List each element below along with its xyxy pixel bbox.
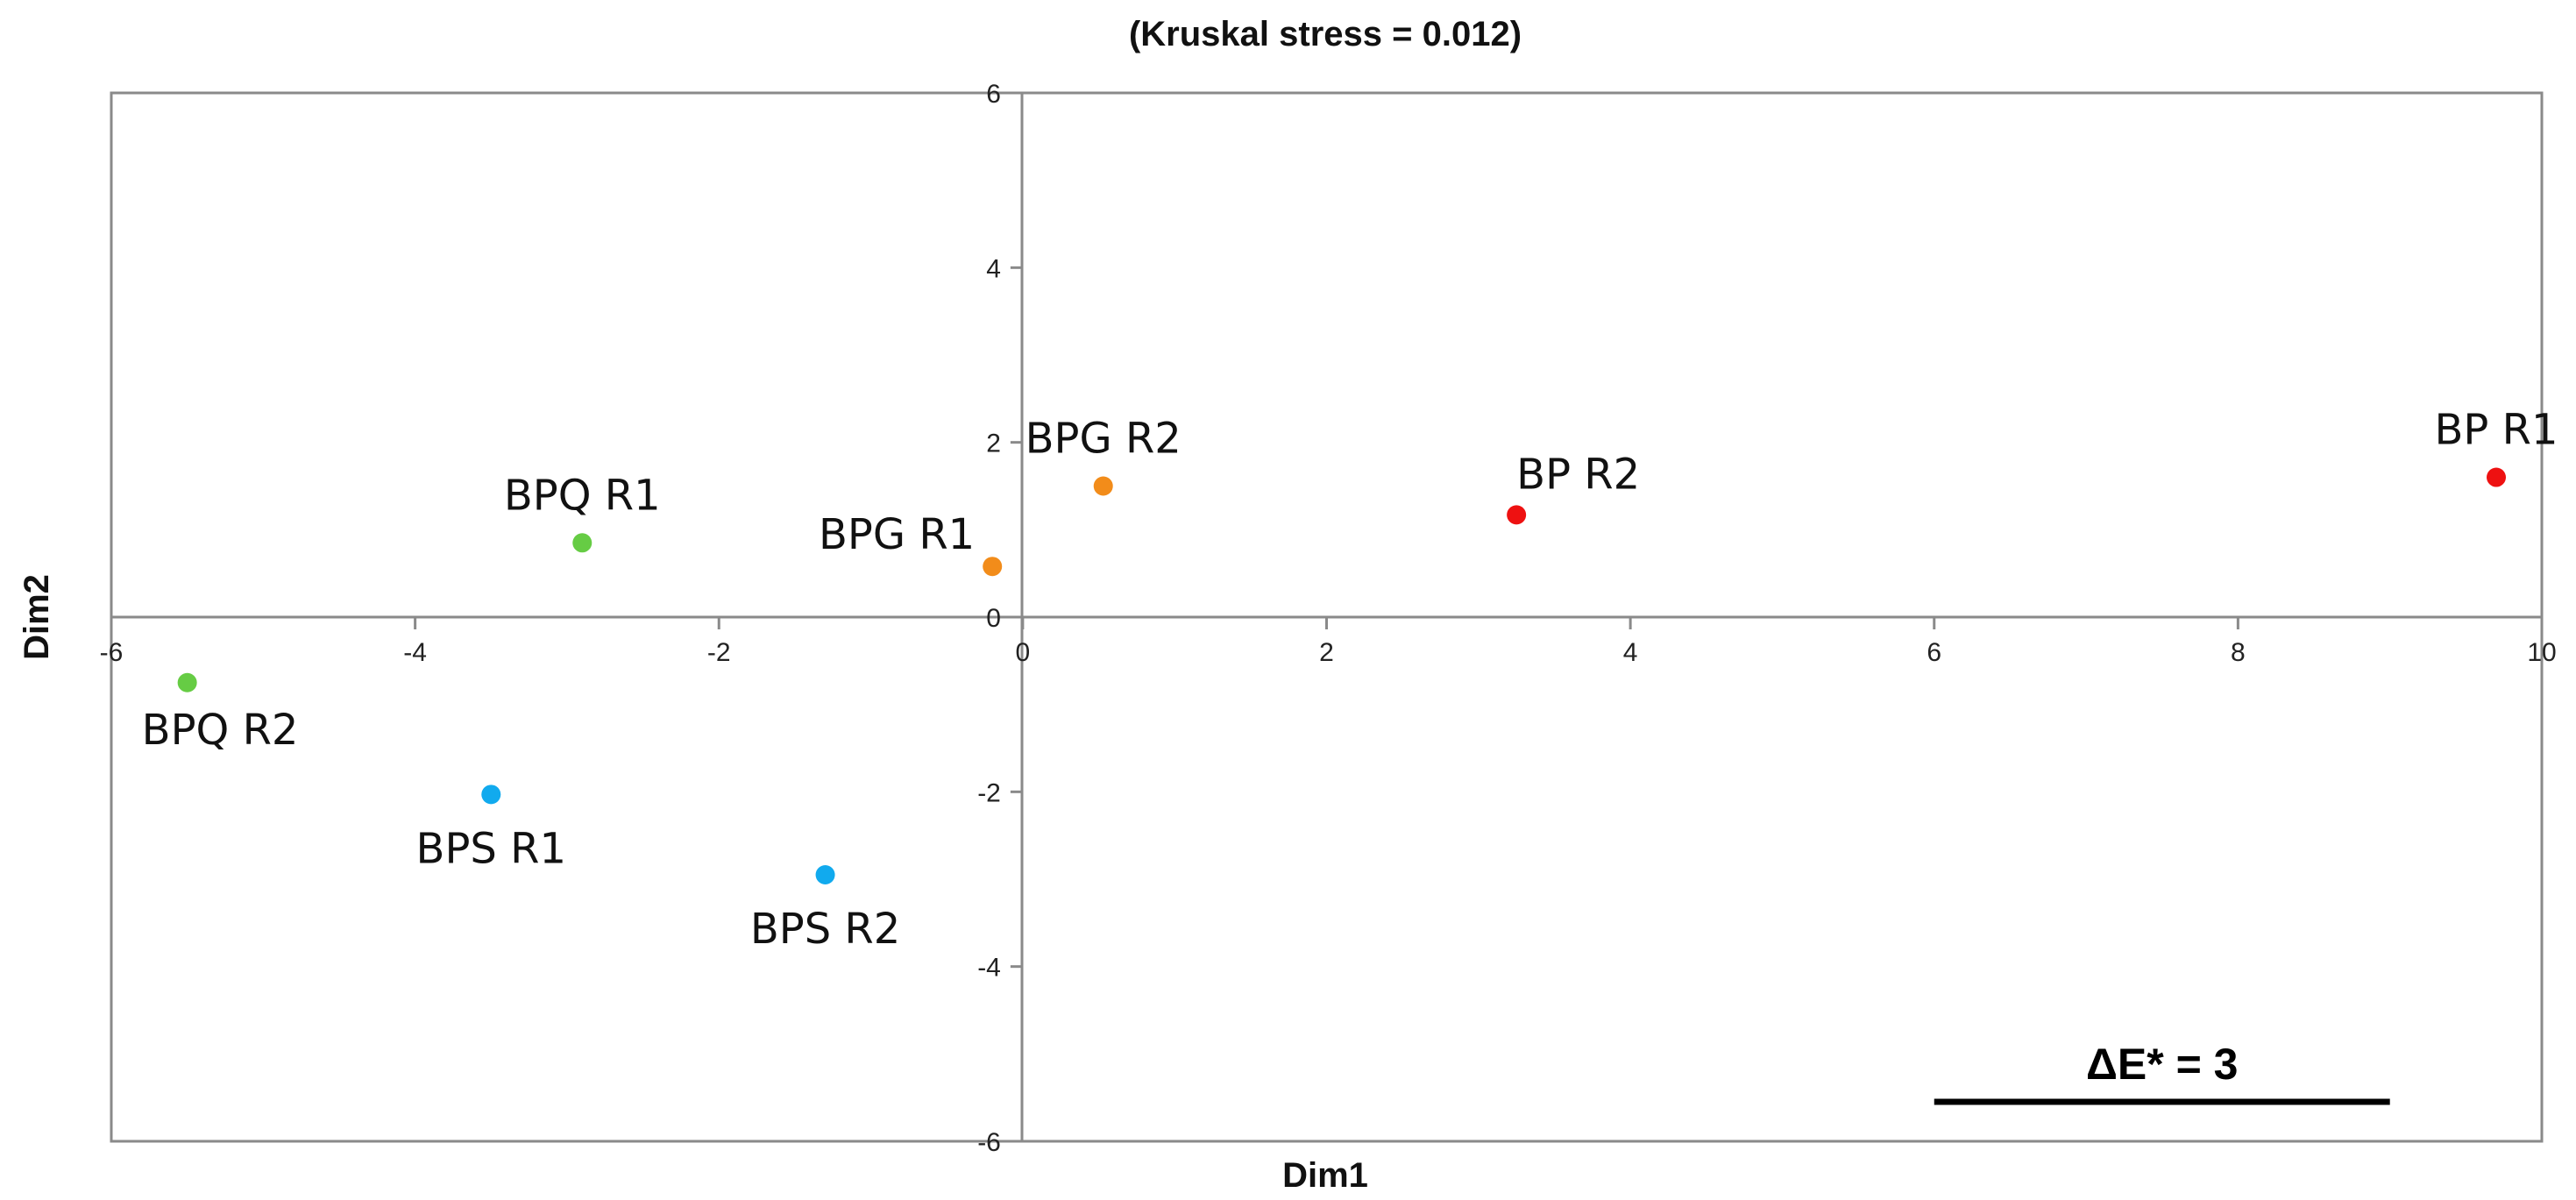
point-label: BP R2 — [1516, 450, 1640, 499]
y-tick-label: 2 — [986, 430, 1001, 458]
point-label: BPS R1 — [416, 824, 567, 873]
x-tick-label: 8 — [2231, 638, 2246, 667]
y-tick-label: 4 — [986, 254, 1001, 283]
y-tick-label: 0 — [986, 604, 1001, 633]
point-label: BPS R2 — [750, 905, 901, 954]
point-label: BP R1 — [2434, 406, 2558, 455]
y-tick-label: -6 — [977, 1128, 1001, 1157]
data-point — [177, 672, 197, 692]
point-label: BPG R2 — [1025, 415, 1182, 464]
x-tick-label: 2 — [1319, 638, 1334, 667]
chart-title: (Kruskal stress = 0.012) — [1129, 15, 1522, 53]
y-tick-label: -4 — [977, 954, 1001, 983]
label-group: BP R1 BP R2 BPG R1 BPG R2 BPQ R1 BPQ R2 BPS R1… — [142, 406, 2558, 954]
y-tick-label: -2 — [977, 778, 1001, 807]
x-tick-group: -6 -4 -2 0 2 4 6 8 10 — [100, 617, 2557, 667]
x-tick-label: 6 — [1927, 638, 1941, 667]
data-point — [1093, 476, 1113, 496]
x-tick-label: 4 — [1623, 638, 1638, 667]
data-point — [815, 865, 835, 885]
x-tick-label: 10 — [2527, 638, 2556, 667]
data-point — [481, 785, 501, 805]
point-label: BPQ R2 — [142, 706, 299, 755]
y-tick-label: 6 — [986, 80, 1001, 109]
x-tick-label: -6 — [100, 638, 124, 667]
scale-bar-label: ΔE* = 3 — [2086, 1040, 2239, 1089]
data-point — [2487, 467, 2507, 487]
x-tick-label: -2 — [707, 638, 731, 667]
x-tick-label: 0 — [1016, 638, 1031, 667]
y-tick-group: -6 -4 -2 0 2 4 6 — [977, 80, 1023, 1157]
data-point — [572, 533, 593, 553]
data-point — [983, 557, 1003, 577]
x-tick-label: -4 — [403, 638, 427, 667]
y-axis-title: Dim2 — [18, 574, 56, 660]
point-label: BPQ R1 — [504, 471, 661, 520]
point-label: BPG R1 — [819, 510, 975, 559]
point-group — [177, 467, 2507, 885]
x-axis-title: Dim1 — [1282, 1156, 1368, 1195]
data-point — [1507, 505, 1527, 525]
